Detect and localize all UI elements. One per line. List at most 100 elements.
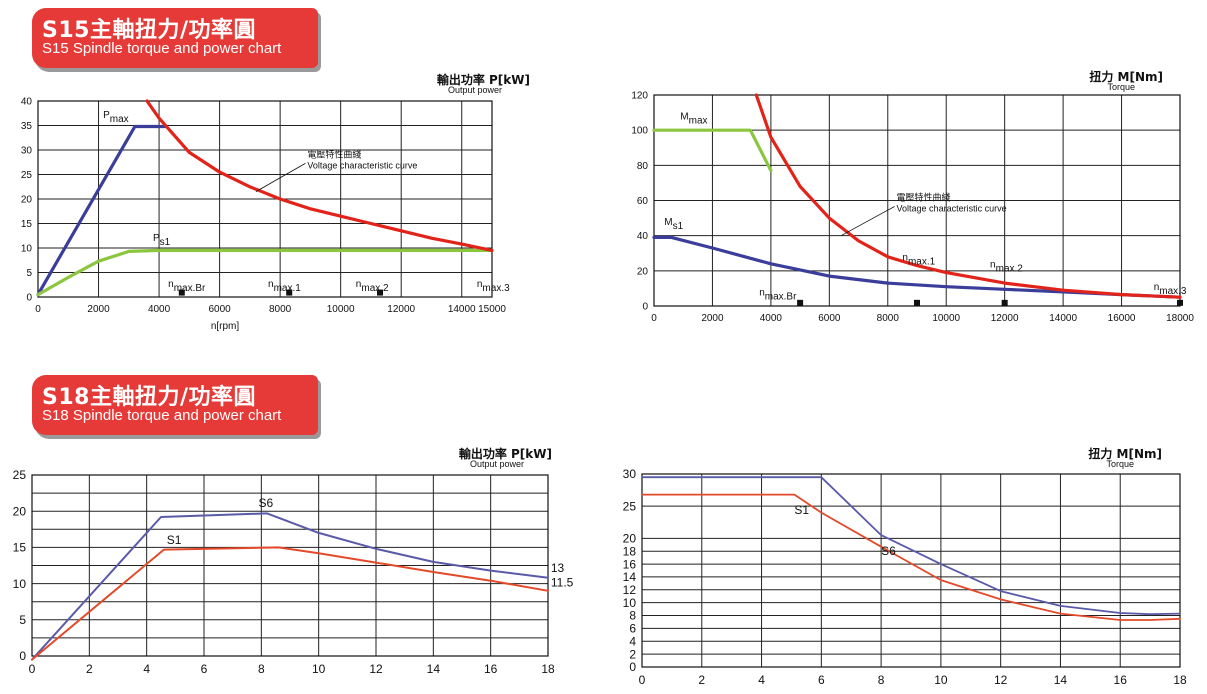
x-tick-label: 6000	[208, 304, 231, 315]
y-tick-label: 14	[623, 570, 637, 584]
axis-title-zh: 扭力 M[Nm]	[1088, 446, 1162, 461]
x-axis-label: n[rpm]	[211, 321, 240, 332]
series-line-s1	[641, 493, 1181, 621]
x-tick-label: 18	[1173, 673, 1187, 687]
annotation-subscript: max	[110, 114, 129, 125]
annotation-n-max-1: nmax.1	[902, 252, 935, 267]
x-tick-label: 2000	[701, 313, 724, 324]
axis-title-en: Output power	[448, 85, 502, 95]
series-line-ps1	[36, 248, 494, 297]
y-tick-label: 0	[19, 649, 26, 663]
s18-title-banner: S18主軸扭力/功率圓 S18 Spindle torque and power…	[32, 375, 318, 435]
y-tick-label: 60	[637, 196, 649, 207]
axis-title-zh: 輸出功率 P[kW]	[437, 72, 530, 87]
y-tick-label: 20	[13, 504, 27, 518]
annotation-subscript: s1	[673, 221, 684, 232]
grid	[31, 474, 549, 657]
axis-title-en: Output power	[470, 459, 524, 469]
annotation-subscript: max.3	[1159, 286, 1187, 297]
x-tick-label: 12000	[387, 304, 415, 315]
x-tick-label: 16	[1114, 673, 1128, 687]
x-tick-label: 14	[1054, 673, 1068, 687]
y-tick-label: 15	[21, 219, 33, 230]
y-tick-label: 10	[13, 577, 27, 591]
x-tick-label: 0	[651, 313, 657, 324]
y-tick-label: 25	[623, 499, 637, 513]
speed-marker	[377, 289, 384, 296]
x-tick-label: 12	[994, 673, 1008, 687]
x-tick-label: 12000	[991, 313, 1019, 324]
annotation-s6: S6	[258, 496, 273, 510]
x-tick-label: 8000	[877, 313, 900, 324]
annotation-n-max-3: nmax.3	[477, 279, 510, 294]
speed-marker	[178, 289, 185, 296]
grid	[641, 473, 1181, 668]
x-tick-label: 8000	[269, 304, 292, 315]
s15-title-zh: S15主軸扭力/功率圓	[42, 18, 256, 43]
annotation-subscript: max.1	[908, 256, 936, 267]
y-tick-label: 10	[623, 596, 637, 610]
annotation-n-max-1: nmax.1	[268, 279, 301, 294]
axis-title-zh: 扭力 M[Nm]	[1089, 69, 1163, 84]
axis-title-en: Torque	[1106, 459, 1134, 469]
s18-title-en: S18 Spindle torque and power chart	[42, 407, 282, 424]
callout-leader	[840, 206, 895, 237]
x-tick-label: 16000	[1108, 313, 1136, 324]
x-tick-label: 4	[758, 673, 765, 687]
callout-leader	[255, 163, 306, 192]
y-tick-label: 5	[26, 268, 32, 279]
y-tick-label: 2	[629, 647, 636, 661]
x-tick-label: 2000	[87, 304, 110, 315]
series-line-s1	[31, 546, 549, 661]
annotation-11-5: 11.5	[551, 575, 574, 589]
plot-frame	[641, 473, 1181, 668]
x-tick-label: 10000	[932, 313, 960, 324]
annotation-subscript: max.1	[274, 283, 302, 294]
x-tick-label: 4000	[148, 304, 171, 315]
s15-torque-chart: 0 2000 4000 6000 8000 10000 12000 14000 16000 180…	[631, 69, 1194, 324]
x-tick-label: 0	[29, 662, 36, 676]
annotation-subscript: max.Br	[174, 283, 206, 294]
series-line-pmax	[36, 124, 167, 297]
y-tick-label: 10	[21, 244, 33, 255]
y-tick-label: 40	[21, 97, 33, 108]
annotation-m-s1: Ms1	[664, 217, 683, 232]
s15-title-en: S15 Spindle torque and power chart	[42, 40, 282, 57]
y-tick-label: 20	[623, 532, 637, 546]
y-tick-label: 100	[631, 126, 648, 137]
speed-marker	[286, 289, 293, 296]
annotation-n-max-2: nmax.2	[990, 259, 1023, 274]
s18-power-chart: 0 2 4 6 8 10 12 14 16 18 0 5 10 15 20 25 輸出功率 P[kW]Outpu…	[13, 446, 574, 676]
y-tick-label: 35	[21, 121, 33, 132]
s15-title-banner: S15主軸扭力/功率圓 S15 Spindle torque and power…	[32, 8, 318, 68]
y-tick-label: 12	[623, 583, 637, 597]
y-tick-label: 6	[629, 622, 636, 636]
speed-marker	[797, 299, 804, 306]
y-tick-label: 40	[637, 231, 649, 242]
annotation-subscript: s1	[160, 237, 171, 248]
annotation-subscript: max.3	[482, 283, 510, 294]
x-tick-label: 15000	[478, 304, 506, 315]
annotation-subscript: max	[689, 116, 708, 127]
series-line-s6	[641, 476, 1181, 616]
x-tick-label: 8	[878, 673, 885, 687]
y-tick-label: 25	[13, 468, 27, 482]
annotation-13: 13	[551, 561, 565, 575]
x-tick-label: 12	[369, 662, 383, 676]
x-tick-label: 16	[484, 662, 498, 676]
annotation-p-max: Pmax	[103, 110, 129, 125]
series-line-mmax	[652, 128, 773, 173]
x-tick-label: 6000	[818, 313, 841, 324]
x-tick-label: 0	[639, 673, 646, 687]
y-tick-label: 30	[21, 146, 33, 157]
plot-frame	[31, 474, 549, 657]
y-tick-label: 25	[21, 170, 33, 181]
y-tick-label: 16	[623, 557, 637, 571]
series-line-s6	[31, 512, 549, 661]
x-tick-label: 10000	[327, 304, 355, 315]
x-tick-label: 18000	[1166, 313, 1194, 324]
series-line-voltage-characteristic-curve	[754, 93, 1182, 299]
speed-marker	[914, 299, 920, 306]
annotation-n-max-br: nmax.Br	[759, 287, 797, 302]
